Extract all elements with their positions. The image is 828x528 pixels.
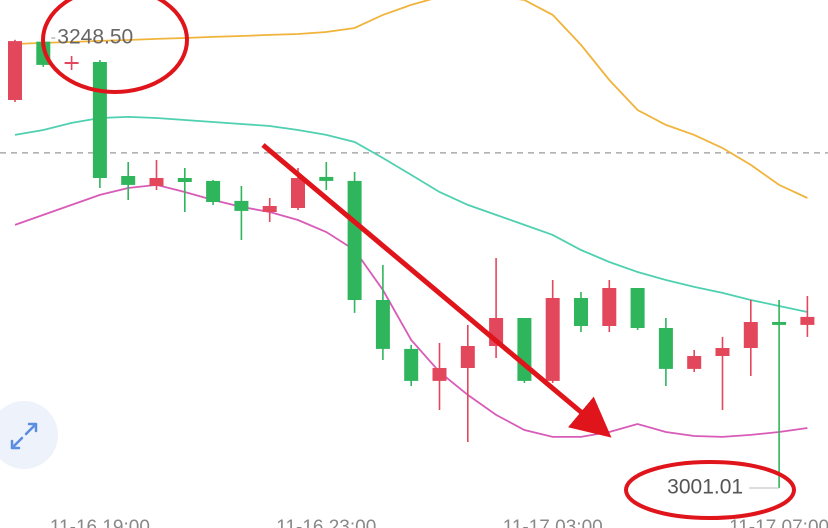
highlight-circle <box>624 460 796 520</box>
candle-body <box>630 288 645 328</box>
x-tick-label: 11-16 23:00 <box>276 517 376 528</box>
candle-body <box>319 176 334 181</box>
candle-body <box>602 288 617 326</box>
candle-body <box>687 356 702 369</box>
bands-layer <box>0 0 828 438</box>
candle-body <box>772 322 787 325</box>
labels-layer: 11-16 19:00 11-16 23:00 11-17 03:00 11-17 0… <box>50 26 828 528</box>
candle-body <box>291 178 305 208</box>
candle-body <box>262 206 277 212</box>
candle-body <box>574 298 588 326</box>
expand-button-bg[interactable] <box>0 401 58 469</box>
candle-body <box>64 62 79 64</box>
max-label: 3248.50 <box>57 26 133 49</box>
expand-button[interactable] <box>0 401 58 469</box>
min-label: 3001.01 <box>667 476 743 499</box>
candle-body <box>715 348 730 356</box>
candle-body <box>177 178 192 182</box>
candle-body <box>545 298 560 381</box>
candle-body <box>743 322 758 348</box>
band-line <box>14 0 808 199</box>
candle-body <box>404 348 419 381</box>
candle-body <box>92 62 107 178</box>
trend-arrow <box>261 143 612 438</box>
candle-body <box>149 178 164 186</box>
candle-body <box>432 368 447 381</box>
x-tick-label: 11-17 03:00 <box>503 517 603 528</box>
candle-body <box>121 176 136 185</box>
candle-body <box>8 41 22 100</box>
x-tick-label: 11-17 07:00 <box>729 517 828 528</box>
candles-layer <box>8 38 815 488</box>
candle-body <box>460 346 475 368</box>
candle-body <box>206 180 221 202</box>
expand-icon[interactable] <box>10 422 38 450</box>
highlight-circle <box>41 0 189 94</box>
x-tick-label: 11-16 19:00 <box>50 517 150 528</box>
candle-body <box>800 316 815 325</box>
candle-body <box>375 300 390 349</box>
band-line <box>14 115 808 313</box>
candle-body <box>347 180 362 300</box>
band-line <box>14 183 808 438</box>
candle-body <box>658 328 673 369</box>
candle-body <box>234 200 249 211</box>
